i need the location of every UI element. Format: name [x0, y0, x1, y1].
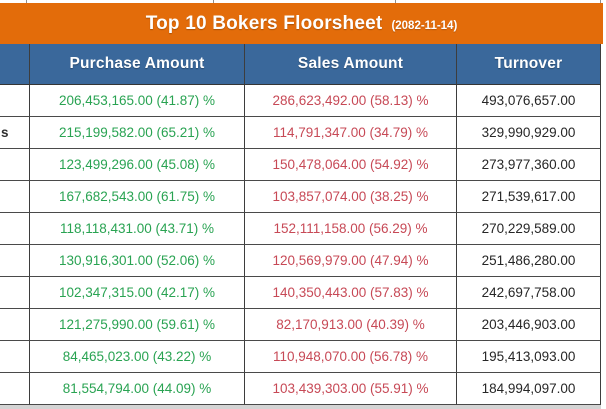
turnover-cell: 251,486,280.00	[457, 245, 601, 277]
broker-name-cell	[0, 277, 30, 309]
table-row: 81,554,794.00 (44.09) % 103,439,303.00 (5…	[0, 373, 601, 405]
broker-name-cell	[0, 85, 30, 117]
table-row: 130,916,301.00 (52.06) % 120,569,979.00 (…	[0, 245, 601, 277]
column-border-tick	[395, 0, 396, 3]
page-title: Top 10 Bokers Floorsheet	[145, 12, 383, 34]
purchase-amount-cell: 118,118,431.00 (43.71) %	[30, 213, 245, 245]
table-body: 206,453,165.00 (41.87) % 286,623,492.00 (…	[0, 85, 601, 405]
sales-amount-cell: 120,569,979.00 (47.94) %	[245, 245, 457, 277]
purchase-amount-cell: 102,347,315.00 (42.17) %	[30, 277, 245, 309]
column-border-tick	[600, 0, 601, 3]
sales-amount-cell: 114,791,347.00 (34.79) %	[245, 117, 457, 149]
column-border-tick	[213, 0, 214, 3]
sales-amount-cell: 110,948,070.00 (56.78) %	[245, 341, 457, 373]
sales-amount-cell: 152,111,158.00 (56.29) %	[245, 213, 457, 245]
bottom-crop-strip	[0, 405, 601, 409]
broker-name-cell	[0, 373, 30, 405]
header-broker-cell	[0, 44, 30, 85]
purchase-amount-cell: 130,916,301.00 (52.06) %	[30, 245, 245, 277]
turnover-cell: 242,697,758.00	[457, 277, 601, 309]
top-crop-strip	[0, 0, 606, 3]
table-row: s 215,199,582.00 (65.21) % 114,791,347.00 …	[0, 117, 601, 149]
table-row: 206,453,165.00 (41.87) % 286,623,492.00 (…	[0, 85, 601, 117]
turnover-cell: 329,990,929.00	[457, 117, 601, 149]
header-sales-amount: Sales Amount	[245, 44, 457, 85]
purchase-amount-cell: 206,453,165.00 (41.87) %	[30, 85, 245, 117]
table-row: 121,275,990.00 (59.61) % 82,170,913.00 (4…	[0, 309, 601, 341]
table-row: 118,118,431.00 (43.71) % 152,111,158.00 (…	[0, 213, 601, 245]
broker-name-cell: s	[0, 117, 30, 149]
sales-amount-cell: 150,478,064.00 (54.92) %	[245, 149, 457, 181]
sales-amount-cell: 82,170,913.00 (40.39) %	[245, 309, 457, 341]
turnover-cell: 273,977,360.00	[457, 149, 601, 181]
sales-amount-cell: 103,439,303.00 (55.91) %	[245, 373, 457, 405]
broker-name-cell	[0, 149, 30, 181]
purchase-amount-cell: 123,499,296.00 (45.08) %	[30, 149, 245, 181]
purchase-amount-cell: 121,275,990.00 (59.61) %	[30, 309, 245, 341]
purchase-amount-cell: 84,465,023.00 (43.22) %	[30, 341, 245, 373]
broker-name-cell	[0, 181, 30, 213]
floorsheet-table: Purchase Amount Sales Amount Turnover 20…	[0, 44, 601, 405]
broker-name-cell	[0, 245, 30, 277]
broker-name-cell	[0, 309, 30, 341]
purchase-amount-cell: 215,199,582.00 (65.21) %	[30, 117, 245, 149]
date-label: (2082-11-14)	[391, 20, 458, 32]
table-row: 123,499,296.00 (45.08) % 150,478,064.00 (…	[0, 149, 601, 181]
sales-amount-cell: 103,857,074.00 (38.25) %	[245, 181, 457, 213]
turnover-cell: 493,076,657.00	[457, 85, 601, 117]
header-turnover: Turnover	[457, 44, 601, 85]
sales-amount-cell: 140,350,443.00 (57.83) %	[245, 277, 457, 309]
purchase-amount-cell: 167,682,543.00 (61.75) %	[30, 181, 245, 213]
table-row: 102,347,315.00 (42.17) % 140,350,443.00 (…	[0, 277, 601, 309]
turnover-cell: 203,446,903.00	[457, 309, 601, 341]
sales-amount-cell: 286,623,492.00 (58.13) %	[245, 85, 457, 117]
column-border-tick	[26, 0, 27, 3]
turnover-cell: 270,229,589.00	[457, 213, 601, 245]
broker-name-cell	[0, 341, 30, 373]
title-banner: Top 10 Bokers Floorsheet (2082-11-14)	[0, 3, 603, 44]
table-row: 84,465,023.00 (43.22) % 110,948,070.00 (5…	[0, 341, 601, 373]
header-purchase-amount: Purchase Amount	[30, 44, 245, 85]
broker-name-cell	[0, 213, 30, 245]
turnover-cell: 195,413,093.00	[457, 341, 601, 373]
table-row: 167,682,543.00 (61.75) % 103,857,074.00 (…	[0, 181, 601, 213]
table-header-row: Purchase Amount Sales Amount Turnover	[0, 44, 601, 85]
turnover-cell: 184,994,097.00	[457, 373, 601, 405]
purchase-amount-cell: 81,554,794.00 (44.09) %	[30, 373, 245, 405]
turnover-cell: 271,539,617.00	[457, 181, 601, 213]
